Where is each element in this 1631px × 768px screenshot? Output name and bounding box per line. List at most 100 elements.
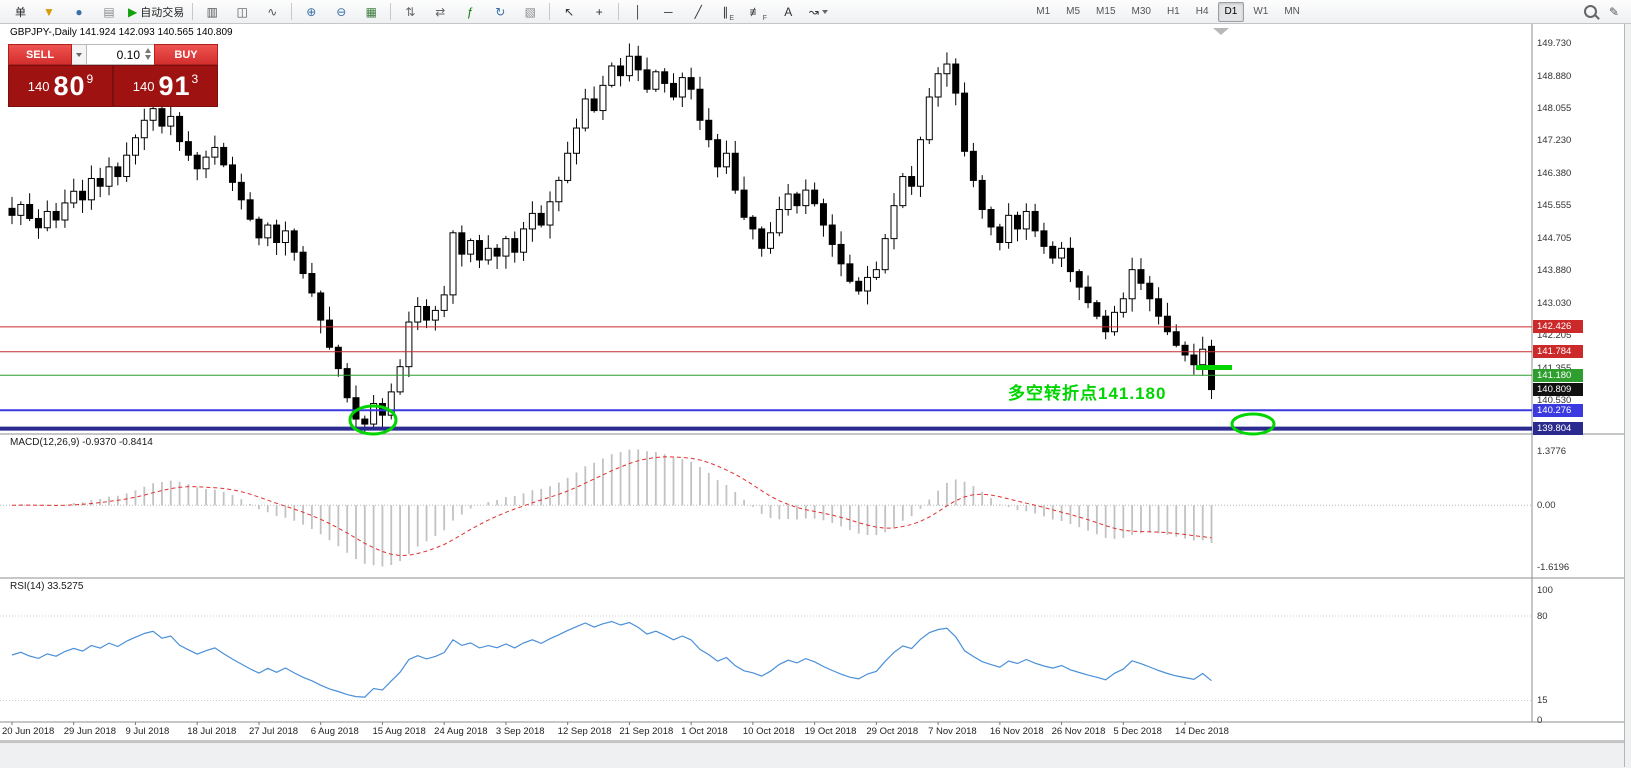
trade-options-caret[interactable] <box>72 44 87 65</box>
rsi-line <box>11 620 1212 698</box>
buy-price-prefix: 140 <box>132 78 155 94</box>
timeframe-mn[interactable]: MN <box>1284 6 1300 17</box>
annotation-ellipse[interactable] <box>1230 412 1276 436</box>
bar-chart-icon[interactable]: ▥ <box>198 1 226 23</box>
market-watch-icon[interactable]: ● <box>65 1 93 23</box>
vertical-line-icon-glyph: │ <box>634 4 642 19</box>
candlestick-chart-icon-glyph: ◫ <box>236 4 248 19</box>
zoom-in-icon[interactable]: ⊕ <box>297 1 325 23</box>
arrows-icon-glyph: ↝ <box>808 4 819 19</box>
window-bottom-edge <box>0 742 1631 768</box>
timeframe-m30[interactable]: M30 <box>1131 6 1151 17</box>
timeframe-d1[interactable]: D1 <box>1217 1 1245 22</box>
period-icon[interactable]: ↻ <box>486 1 514 23</box>
timeframe-h4[interactable]: H4 <box>1195 6 1209 17</box>
symbol-search-icon[interactable] <box>1583 5 1597 18</box>
autotrade-button-label: 自动交易 <box>140 6 185 19</box>
toolbar-right-group: ✎ <box>1583 4 1619 19</box>
toolbar-separator <box>291 3 293 20</box>
period-icon-glyph: ↻ <box>495 4 506 19</box>
zoom-out-icon[interactable]: ⊖ <box>327 1 355 23</box>
timeframe-h1[interactable]: H1 <box>1166 6 1180 17</box>
pencil-icon[interactable]: ✎ <box>1608 4 1619 19</box>
grid-icon[interactable]: ▦ <box>357 1 385 23</box>
buy-price-big: 91 <box>158 70 191 101</box>
macd-signal-line <box>11 456 1212 557</box>
equidistant-channel-icon[interactable]: ∥ E <box>714 1 742 23</box>
chevron-down-icon <box>76 52 82 57</box>
indicators-icon[interactable]: ƒ <box>456 1 484 23</box>
macd-histogram <box>19 449 1213 567</box>
line-chart-icon-glyph: ∿ <box>267 4 278 19</box>
sell-price-big: 80 <box>53 70 86 101</box>
main-toolbar: 单 ▼ ● ▤ ▶ 自动交易 ▥ ◫ ∿ ⊕ ⊖ ▦ ⇅ ⇄ ƒ ↻ ▧ ↖ + │ ─ ╱ ∥ E ≢ F A ↝ M1 M5 M15 M3… <box>0 0 1631 24</box>
funnel-icon-glyph: ▼ <box>43 4 55 19</box>
bar-chart-icon-glyph: ▥ <box>206 4 218 19</box>
timeframe-w1[interactable]: W1 <box>1253 6 1269 17</box>
vertical-line-icon[interactable]: │ <box>624 1 652 23</box>
trendline-icon[interactable]: ╱ <box>684 1 712 23</box>
crosshair-icon-glyph: + <box>595 4 603 19</box>
new-order-button-label: 单 <box>15 6 26 19</box>
cascade-windows-icon-glyph: ⇄ <box>435 4 446 19</box>
chevron-down-icon <box>821 9 828 14</box>
toolbar-separator <box>390 3 392 20</box>
templates-icon[interactable]: ▧ <box>516 1 544 23</box>
timeframe-m5[interactable]: M5 <box>1066 6 1081 17</box>
arrows-icon[interactable]: ↝ <box>804 1 832 23</box>
spin-up-icon <box>145 48 151 53</box>
chart-title: GBPJPY-,Daily 141.924 142.093 140.565 14… <box>10 27 233 38</box>
toolbar-separator <box>618 3 620 20</box>
chart-shift-marker <box>1213 28 1229 35</box>
macd-indicator-label: MACD(12,26,9) -0.9370 -0.8414 <box>10 437 153 448</box>
fibonacci-icon-sub: F <box>762 14 767 22</box>
timeframe-m1[interactable]: M1 <box>1036 6 1051 17</box>
spin-down-icon <box>145 55 151 60</box>
cascade-windows-icon[interactable]: ⇄ <box>426 1 454 23</box>
window-right-edge <box>1624 24 1631 767</box>
buy-button[interactable]: BUY <box>154 44 218 65</box>
lot-spinner[interactable] <box>145 48 151 60</box>
templates-icon-glyph: ▧ <box>524 4 536 19</box>
zoom-out-icon-glyph: ⊖ <box>336 4 347 19</box>
sell-price-display[interactable]: 140 80 9 <box>9 66 112 106</box>
autotrade-button-glyph: ▶ <box>128 4 138 19</box>
candlestick-series <box>8 43 1216 432</box>
news-icon-glyph: ▤ <box>103 4 115 19</box>
horizontal-line-icon-glyph: ─ <box>663 4 673 19</box>
cursor-icon[interactable]: ↖ <box>555 1 583 23</box>
tile-windows-icon[interactable]: ⇅ <box>396 1 424 23</box>
new-order-button[interactable]: 单 <box>5 1 33 23</box>
autotrade-button[interactable]: ▶ 自动交易 <box>125 1 187 23</box>
pivot-annotation-text[interactable]: 多空转折点141.180 <box>1008 384 1167 403</box>
timeframe-m15[interactable]: M15 <box>1096 6 1116 17</box>
equidistant-channel-icon-sub: E <box>729 14 735 22</box>
crosshair-icon[interactable]: + <box>585 1 613 23</box>
news-icon[interactable]: ▤ <box>95 1 123 23</box>
buy-price-display[interactable]: 140 91 3 <box>112 66 217 106</box>
sell-price-sup: 9 <box>86 72 94 86</box>
level-highlight-mark[interactable] <box>1196 365 1232 370</box>
indicators-icon-glyph: ƒ <box>466 4 474 19</box>
annotation-ellipse[interactable] <box>348 404 398 436</box>
trendline-icon-glyph: ╱ <box>694 4 702 19</box>
candlestick-chart-icon[interactable]: ◫ <box>228 1 256 23</box>
sell-price-prefix: 140 <box>27 78 50 94</box>
cursor-icon-glyph: ↖ <box>564 4 575 19</box>
sell-button[interactable]: SELL <box>8 44 72 65</box>
line-chart-icon[interactable]: ∿ <box>258 1 286 23</box>
buy-price-sup: 3 <box>191 72 199 86</box>
horizontal-line-icon[interactable]: ─ <box>654 1 682 23</box>
fibonacci-icon[interactable]: ≢ F <box>744 1 772 23</box>
lot-size-value: 0.10 <box>116 47 140 62</box>
lot-size-input[interactable]: 0.10 <box>87 44 154 65</box>
tile-windows-icon-glyph: ⇅ <box>405 4 416 19</box>
rsi-indicator-label: RSI(14) 33.5275 <box>10 581 84 592</box>
zoom-in-icon-glyph: ⊕ <box>306 4 317 19</box>
toolbar-separator <box>192 3 194 20</box>
text-icon-glyph: A <box>784 4 793 19</box>
funnel-icon[interactable]: ▼ <box>35 1 63 23</box>
text-icon[interactable]: A <box>774 1 802 23</box>
toolbar-separator <box>549 3 551 20</box>
